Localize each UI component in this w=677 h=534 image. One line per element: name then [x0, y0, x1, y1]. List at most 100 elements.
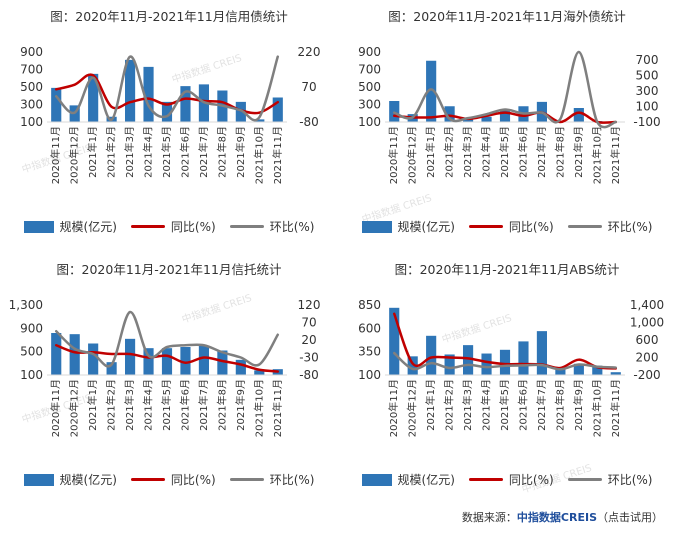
- x-tick-label: 2021年3月: [461, 126, 474, 178]
- legend-yoy-label: 同比(%): [170, 220, 216, 234]
- bar: [426, 60, 437, 122]
- bar: [389, 307, 400, 375]
- legend-bar-swatch: [361, 473, 392, 486]
- legend-bar-swatch: [23, 473, 54, 486]
- x-tick-label: 2021年7月: [197, 379, 210, 431]
- right-axis-tick: -80: [299, 368, 319, 382]
- left-axis-tick: 500: [20, 80, 43, 94]
- mom-series-line: [392, 351, 618, 371]
- x-tick-label: 2021年8月: [553, 379, 566, 431]
- bar: [88, 73, 99, 122]
- x-tick-label: 2021年3月: [123, 126, 136, 178]
- chart-panel-trust: 图：2020年11月-2021年11月信托统计 1,300 900 500 100 12…: [0, 255, 338, 505]
- source-brand-link[interactable]: 中指数据CREIS: [516, 511, 597, 524]
- legend-mom-label: 环比(%): [269, 220, 315, 234]
- right-axis-tick: 600: [636, 333, 659, 347]
- x-tick-label: 2020年12月: [68, 379, 81, 437]
- x-tick-label: 2021年2月: [105, 379, 118, 431]
- right-axis-tick: 500: [636, 68, 659, 82]
- x-tick-label: 2021年2月: [443, 379, 456, 431]
- bar: [180, 347, 191, 375]
- x-tick-label: 2021年5月: [498, 126, 511, 178]
- left-axis-tick: 500: [20, 345, 43, 359]
- bar: [125, 338, 136, 375]
- bar: [536, 331, 547, 375]
- left-axis-tick: 850: [358, 298, 381, 312]
- legend-mom-swatch: [567, 478, 602, 481]
- bar: [217, 350, 228, 375]
- x-tick-label: 2021年11月: [271, 126, 284, 184]
- left-axis-tick: 700: [358, 63, 381, 77]
- right-axis-tick: 120: [298, 298, 321, 312]
- mom-series-line: [392, 50, 618, 129]
- right-axis-tick: 20: [301, 333, 316, 347]
- bar: [463, 118, 474, 122]
- chart-title: 图：2020年11月-2021年11月海外债统计: [388, 9, 626, 24]
- x-tick-label: 2021年7月: [535, 126, 548, 178]
- bar: [235, 359, 246, 375]
- yoy-series-line: [392, 312, 618, 370]
- bar: [499, 349, 511, 375]
- bar: [463, 345, 474, 375]
- legend-yoy-label: 同比(%): [170, 473, 216, 487]
- left-axis-tick: 600: [358, 321, 381, 335]
- legend-bar-swatch: [23, 220, 54, 233]
- bar: [254, 370, 265, 375]
- x-tick-label: 2021年5月: [160, 126, 173, 178]
- x-tick-label: 2021年9月: [572, 379, 585, 431]
- legend-yoy-swatch: [468, 225, 503, 228]
- x-tick-label: 2021年2月: [105, 126, 118, 178]
- bar: [499, 109, 511, 122]
- x-tick-label: 2021年10月: [590, 126, 603, 184]
- x-tick-label: 2021年3月: [123, 379, 136, 431]
- source-note[interactable]: （点击试用）: [597, 511, 663, 524]
- legend-yoy-label: 同比(%): [508, 473, 554, 487]
- x-tick-label: 2020年11月: [387, 379, 400, 437]
- legend-yoy-swatch: [130, 478, 165, 481]
- left-axis-tick: 100: [358, 115, 381, 129]
- x-tick-label: 2021年9月: [234, 379, 247, 431]
- left-axis-tick: 900: [358, 45, 381, 59]
- bar: [272, 97, 283, 122]
- x-tick-label: 2021年9月: [572, 126, 585, 178]
- right-axis-tick: 1,000: [630, 316, 664, 330]
- chart-legend: 规模(亿元) 同比(%) 环比(%): [338, 471, 676, 488]
- left-axis-tick: 300: [358, 98, 381, 112]
- x-tick-label: 2020年12月: [406, 379, 419, 437]
- x-tick-label: 2021年4月: [480, 379, 493, 431]
- x-tick-label: 2021年1月: [86, 126, 99, 178]
- chart-legend: 规模(亿元) 同比(%) 环比(%): [0, 471, 338, 488]
- bar: [125, 59, 136, 122]
- chart-title: 图：2020年11月-2021年11月ABS统计: [394, 262, 620, 277]
- right-axis-tick: 100: [636, 99, 659, 113]
- bar: [161, 348, 173, 375]
- legend-mom-label: 环比(%): [607, 220, 653, 234]
- bar: [180, 86, 191, 122]
- legend-mom-swatch: [229, 478, 264, 481]
- legend-mom-label: 环比(%): [607, 473, 653, 487]
- legend-bar-label: 规模(亿元): [59, 473, 117, 487]
- legend-bar-label: 规模(亿元): [59, 220, 117, 234]
- right-axis-tick: -200: [633, 368, 660, 382]
- x-tick-label: 2021年6月: [516, 126, 529, 178]
- mom-series-line: [54, 310, 280, 368]
- bar: [518, 341, 529, 375]
- data-source[interactable]: 数据来源：中指数据CREIS（点击试用）: [462, 509, 663, 525]
- x-tick-label: 2020年12月: [406, 126, 419, 184]
- left-axis-tick: 100: [20, 368, 43, 382]
- chart-panel-credit-bonds: 图：2020年11月-2021年11月信用债统计 900 700 500 300 100…: [0, 2, 338, 252]
- legend-bar-label: 规模(亿元): [397, 220, 455, 234]
- bar: [573, 108, 584, 122]
- chart-panel-abs: 图：2020年11月-2021年11月ABS统计 850 600 350 100 1,4…: [338, 255, 676, 505]
- bar: [481, 353, 492, 375]
- bar: [51, 333, 62, 375]
- left-axis-tick: 900: [20, 321, 43, 335]
- x-tick-label: 2020年11月: [387, 126, 400, 184]
- bar: [106, 362, 117, 375]
- yoy-series-line: [392, 111, 618, 124]
- x-tick-label: 2021年10月: [252, 126, 265, 184]
- bar: [610, 372, 621, 375]
- bar: [481, 116, 492, 122]
- bar: [407, 356, 418, 375]
